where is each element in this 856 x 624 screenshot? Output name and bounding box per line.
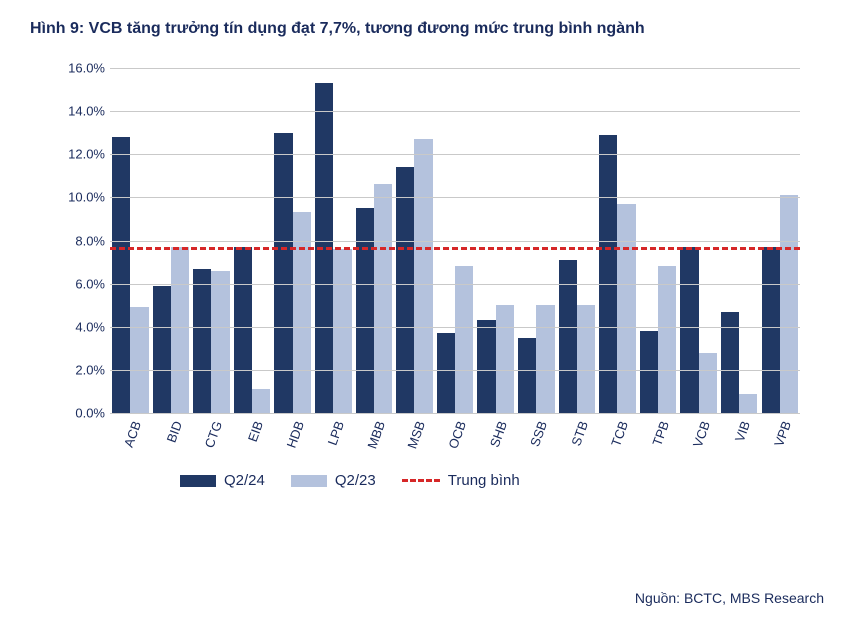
legend-item-avg: Trung bình	[402, 472, 520, 489]
bar	[356, 208, 374, 413]
grid-line	[110, 111, 800, 112]
legend-item-q223: Q2/23	[291, 472, 376, 489]
x-tick: MSB	[394, 413, 435, 468]
x-tick: HDB	[272, 413, 313, 468]
legend-label-q224: Q2/24	[224, 472, 265, 489]
bar	[252, 389, 270, 413]
bar	[171, 247, 189, 413]
x-tick-label: SSB	[527, 419, 550, 449]
x-tick: STB	[557, 413, 598, 468]
bar	[518, 338, 536, 413]
bar	[536, 305, 554, 413]
x-tick-label: VIB	[732, 419, 753, 444]
bar	[739, 394, 757, 413]
legend-dash-avg	[402, 479, 440, 482]
x-tick: TPB	[638, 413, 679, 468]
grid-line	[110, 68, 800, 69]
bar	[112, 137, 130, 413]
x-tick-label: STB	[568, 419, 591, 448]
x-tick-label: VPB	[771, 419, 794, 449]
x-tick: ACB	[110, 413, 151, 468]
bar	[680, 247, 698, 413]
legend-swatch-q224	[180, 475, 216, 487]
y-tick-label: 16.0%	[50, 61, 105, 76]
bar	[762, 247, 780, 413]
bar	[153, 286, 171, 413]
x-tick-label: VCB	[689, 419, 712, 449]
title-text: VCB tăng trưởng tín dụng đạt 7,7%, tương…	[89, 20, 645, 37]
x-tick: BID	[151, 413, 192, 468]
x-tick-label: BID	[163, 419, 185, 444]
x-tick: VPB	[760, 413, 801, 468]
average-line	[110, 247, 800, 250]
x-tick-label: MBB	[364, 419, 388, 451]
y-tick-label: 2.0%	[50, 362, 105, 377]
bar	[640, 331, 658, 413]
y-tick-label: 0.0%	[50, 406, 105, 421]
grid-line	[110, 154, 800, 155]
bar	[193, 269, 211, 413]
y-tick-label: 8.0%	[50, 233, 105, 248]
bar	[130, 307, 148, 413]
y-tick-label: 6.0%	[50, 276, 105, 291]
chart: ACB BID CTG EIB HDB LPB MBB MSB OCB SHB SSB STB TCB T…	[50, 68, 810, 468]
bar	[274, 133, 292, 413]
legend-label-avg: Trung bình	[448, 472, 520, 489]
bar	[211, 271, 229, 413]
bar	[234, 247, 252, 413]
bar	[293, 212, 311, 413]
bar	[333, 249, 351, 413]
x-tick-label: TPB	[649, 419, 672, 448]
x-tick-label: MSB	[405, 419, 429, 451]
x-tick: OCB	[435, 413, 476, 468]
x-tick-label: OCB	[445, 419, 469, 451]
bar	[414, 139, 432, 413]
x-tick-label: LPB	[325, 419, 348, 447]
bar	[780, 195, 798, 413]
x-tick: EIB	[232, 413, 273, 468]
bar	[374, 184, 392, 413]
x-tick-label: SHB	[486, 419, 509, 449]
x-tick: CTG	[191, 413, 232, 468]
legend-swatch-q223	[291, 475, 327, 487]
bar	[477, 320, 495, 413]
bar	[617, 204, 635, 413]
x-tick-label: ACB	[121, 419, 144, 449]
legend: Q2/24 Q2/23 Trung bình	[180, 472, 826, 489]
x-tick: SSB	[516, 413, 557, 468]
grid-line	[110, 370, 800, 371]
chart-title: Hình 9: VCB tăng trưởng tín dụng đạt 7,7…	[30, 20, 826, 38]
title-prefix: Hình 9:	[30, 20, 89, 37]
x-tick: SHB	[475, 413, 516, 468]
bar	[396, 167, 414, 413]
x-tick: TCB	[597, 413, 638, 468]
grid-line	[110, 197, 800, 198]
grid-line	[110, 241, 800, 242]
y-tick-label: 14.0%	[50, 104, 105, 119]
x-tick: MBB	[354, 413, 395, 468]
x-tick: VIB	[719, 413, 760, 468]
legend-item-q224: Q2/24	[180, 472, 265, 489]
x-tick-label: CTG	[202, 419, 225, 450]
y-tick-label: 4.0%	[50, 319, 105, 334]
x-tick: LPB	[313, 413, 354, 468]
x-tick-label: EIB	[245, 419, 266, 444]
grid-line	[110, 413, 800, 414]
legend-label-q223: Q2/23	[335, 472, 376, 489]
bar	[599, 135, 617, 413]
x-tick: VCB	[678, 413, 719, 468]
y-tick-label: 12.0%	[50, 147, 105, 162]
bar	[455, 266, 473, 413]
bar	[699, 353, 717, 413]
grid-line	[110, 327, 800, 328]
x-tick-label: HDB	[283, 419, 306, 450]
bar	[496, 305, 514, 413]
x-tick-label: TCB	[609, 419, 632, 449]
y-tick-label: 10.0%	[50, 190, 105, 205]
bar	[577, 305, 595, 413]
source-text: Nguồn: BCTC, MBS Research	[635, 590, 824, 606]
bar	[437, 333, 455, 413]
bar	[658, 266, 676, 413]
grid-line	[110, 284, 800, 285]
